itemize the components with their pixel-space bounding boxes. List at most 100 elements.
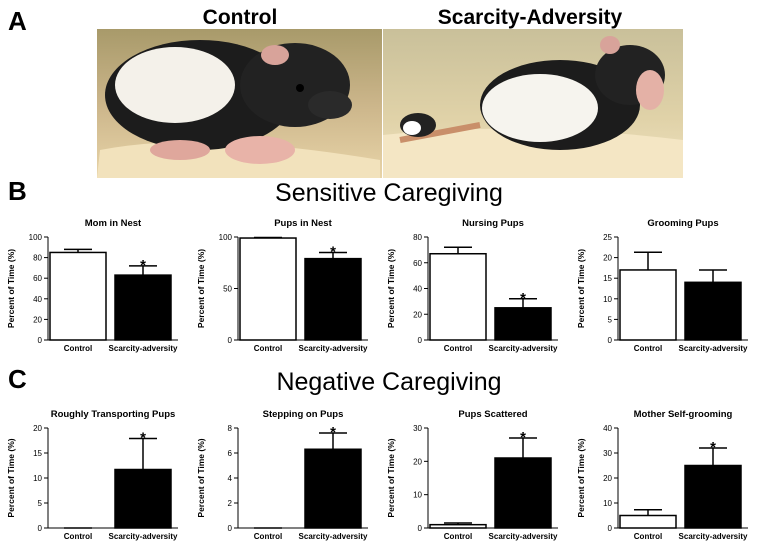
y-tick-label: 40	[33, 295, 42, 304]
y-tick-label: 40	[603, 424, 612, 433]
significance-label: *	[140, 257, 146, 274]
y-tick-label: 8	[228, 424, 233, 433]
x-tick-label: Scarcity-adversity	[679, 344, 748, 353]
y-tick-label: 50	[223, 285, 232, 294]
y-tick-label: 4	[228, 474, 233, 483]
y-tick-label: 10	[413, 491, 422, 500]
chart: Pups Scattered Percent of Time (%) 0 10 20 30…	[386, 409, 558, 541]
chart-title: Pups in Nest	[274, 218, 332, 229]
x-tick-label: Control	[444, 532, 472, 541]
x-tick-label: Control	[64, 532, 92, 541]
bar	[49, 251, 107, 341]
photo-control	[97, 29, 382, 178]
x-tick-label: Control	[254, 344, 282, 353]
x-tick-label: Scarcity-adversity	[109, 344, 178, 353]
photo-label: Scarcity-Adversity	[438, 6, 623, 29]
bar	[684, 281, 742, 341]
y-tick-label: 0	[418, 336, 423, 345]
x-tick-label: Scarcity-adversity	[679, 532, 748, 541]
bar	[684, 464, 742, 529]
y-tick-label: 40	[413, 285, 422, 294]
y-tick-label: 20	[33, 424, 42, 433]
chart: Roughly Transporting Pups Percent of Time…	[6, 409, 178, 541]
chart-title: Mom in Nest	[85, 218, 142, 229]
bar	[304, 448, 362, 529]
y-axis-label: Percent of Time (%)	[386, 249, 396, 328]
y-tick-label: 5	[38, 499, 43, 508]
y-tick-label: 30	[603, 449, 612, 458]
x-tick-label: Scarcity-adversity	[109, 532, 178, 541]
bar	[239, 237, 297, 341]
panel-label: B	[8, 176, 27, 206]
bar	[619, 514, 677, 529]
y-tick-label: 0	[418, 524, 423, 533]
y-axis-label: Percent of Time (%)	[196, 249, 206, 328]
chart: Mother Self-grooming Percent of Time (%) 0…	[576, 409, 748, 541]
chart: Nursing Pups Percent of Time (%) 0 20 40 60 80…	[386, 218, 558, 353]
y-tick-label: 15	[603, 274, 612, 283]
y-axis-label: Percent of Time (%)	[6, 438, 16, 517]
bar	[494, 457, 552, 529]
y-tick-label: 10	[603, 499, 612, 508]
y-axis-label: Percent of Time (%)	[386, 438, 396, 517]
y-tick-label: 6	[228, 449, 233, 458]
y-axis-label: Percent of Time (%)	[196, 438, 206, 517]
y-axis-label: Percent of Time (%)	[576, 249, 586, 328]
chart-title: Mother Self-grooming	[634, 409, 733, 420]
significance-label: *	[140, 430, 146, 447]
chart-title: Stepping on Pups	[263, 409, 344, 420]
y-tick-label: 0	[38, 524, 43, 533]
x-tick-label: Control	[254, 532, 282, 541]
y-tick-label: 2	[228, 499, 233, 508]
bar	[114, 468, 172, 529]
x-tick-label: Control	[634, 532, 662, 541]
photo-scarcity	[383, 29, 683, 178]
bar	[429, 252, 487, 341]
y-tick-label: 5	[608, 315, 613, 324]
significance-label: *	[710, 439, 716, 456]
x-tick-label: Control	[64, 344, 92, 353]
x-tick-label: Scarcity-adversity	[299, 532, 368, 541]
y-tick-label: 100	[219, 233, 233, 242]
y-tick-label: 60	[413, 259, 422, 268]
x-tick-label: Scarcity-adversity	[299, 344, 368, 353]
y-tick-label: 30	[413, 424, 422, 433]
significance-label: *	[520, 429, 526, 446]
significance-label: *	[520, 290, 526, 307]
bar	[494, 307, 552, 341]
y-tick-label: 20	[413, 310, 422, 319]
chart-title: Roughly Transporting Pups	[51, 409, 176, 420]
section-title: Negative Caregiving	[276, 368, 501, 396]
chart: Mom in Nest Percent of Time (%) 0 20 40 60 80 1…	[6, 218, 178, 353]
y-tick-label: 60	[33, 274, 42, 283]
significance-label: *	[330, 424, 336, 441]
y-tick-label: 80	[413, 233, 422, 242]
section-title: Sensitive Caregiving	[275, 179, 503, 207]
y-tick-label: 20	[603, 254, 612, 263]
y-tick-label: 100	[29, 233, 43, 242]
y-tick-label: 0	[228, 524, 233, 533]
y-tick-label: 10	[33, 474, 42, 483]
panel-label: C	[8, 364, 27, 394]
x-tick-label: Control	[444, 344, 472, 353]
significance-label: *	[330, 243, 336, 260]
chart-title: Nursing Pups	[462, 218, 524, 229]
y-tick-label: 0	[608, 336, 613, 345]
chart-title: Grooming Pups	[647, 218, 718, 229]
y-tick-label: 0	[228, 336, 233, 345]
y-tick-label: 10	[603, 295, 612, 304]
panel-label: A	[8, 6, 27, 36]
y-tick-label: 25	[603, 233, 612, 242]
bar	[429, 523, 487, 529]
x-tick-label: Scarcity-adversity	[489, 532, 558, 541]
x-tick-label: Scarcity-adversity	[489, 344, 558, 353]
chart: Pups in Nest Percent of Time (%) 0 50 100 Con…	[196, 218, 368, 353]
bar	[619, 269, 677, 341]
chart-title: Pups Scattered	[458, 409, 527, 420]
y-tick-label: 80	[33, 254, 42, 263]
photo-label: Control	[203, 6, 278, 29]
bar	[114, 274, 172, 341]
chart: Grooming Pups Percent of Time (%) 0 5 10 15 20…	[576, 218, 748, 353]
